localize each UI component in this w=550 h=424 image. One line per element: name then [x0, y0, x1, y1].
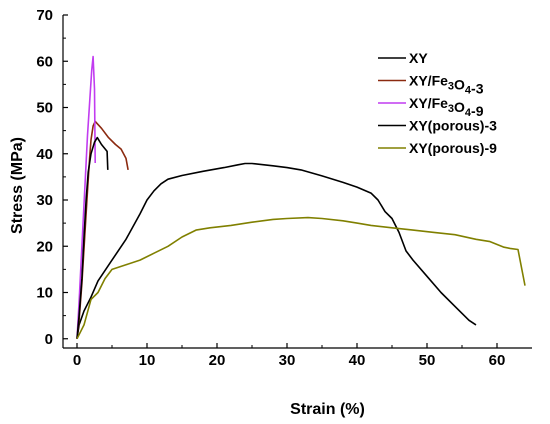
y-tick-label: 60	[36, 53, 53, 70]
y-tick-label: 50	[36, 100, 53, 117]
series-layer	[76, 55, 526, 340]
x-tick-label: 50	[419, 352, 436, 369]
y-axis-title: Stress (MPa)	[9, 137, 26, 234]
legend-label-3: XY(porous)-3	[409, 118, 497, 134]
series-line-4	[76, 216, 526, 340]
x-tick-label: 10	[139, 352, 156, 369]
y-tick-label: 30	[36, 192, 53, 209]
series-line-2	[76, 55, 96, 339]
y-tick-label: 40	[36, 146, 53, 163]
y-tick-label: 10	[36, 285, 53, 302]
axes-layer: 0 10 20 30 40 50 60 0 10 20 30 40 50 60 70 Strain (%) St…	[9, 7, 532, 418]
x-tick-label: 60	[489, 352, 506, 369]
x-tick-label: 20	[209, 352, 226, 369]
legend-label-2: XY/Fe3O4-9	[409, 95, 484, 119]
legend-label-0: XY	[409, 50, 428, 66]
series-line-3	[76, 136, 109, 339]
y-tick-label: 70	[36, 7, 53, 24]
y-tick-label: 0	[45, 331, 53, 348]
x-axis-title: Strain (%)	[290, 401, 365, 418]
x-tick-label: 40	[349, 352, 366, 369]
series-line-0	[76, 162, 477, 339]
legend-label-4: XY(porous)-9	[409, 140, 497, 156]
x-tick-label: 30	[279, 352, 296, 369]
legend: XY XY/Fe3O4-3XY/Fe3O4-9XY(porous)-3 XY(por…	[378, 50, 497, 156]
legend-label-1: XY/Fe3O4-3	[409, 73, 484, 97]
x-tick-label: 0	[73, 352, 81, 369]
y-tick-label: 20	[36, 238, 53, 255]
